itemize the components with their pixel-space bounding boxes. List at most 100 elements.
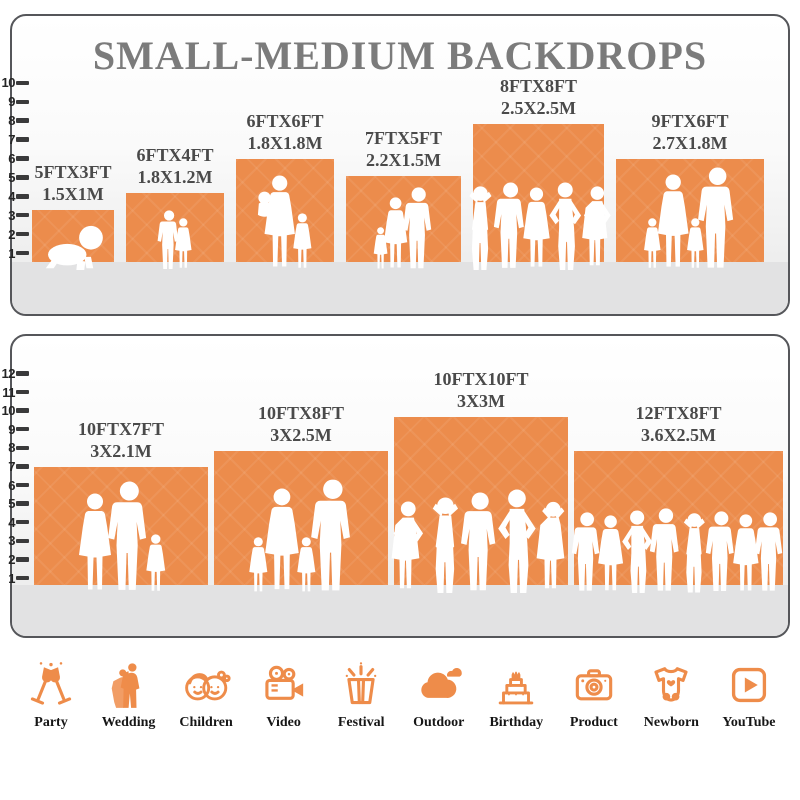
ruler-tick-1: 1 <box>0 246 29 261</box>
category-label: Wedding <box>101 715 156 730</box>
ruler-tick-mark <box>16 156 29 161</box>
category-label: Children <box>179 715 233 730</box>
bar-size-ft-label: 8FTX8FT <box>499 76 578 97</box>
birthday-icon <box>491 660 541 710</box>
bar-size-m-label: 3X2.5M <box>270 425 332 446</box>
ruler-tick-10: 10 <box>0 403 29 419</box>
ruler-tick-mark <box>16 231 29 237</box>
ruler-tick-mark <box>16 118 29 123</box>
wedding-icon <box>104 660 154 710</box>
ruler-tick-4: 4 <box>0 514 29 530</box>
outdoor-icon <box>414 660 464 710</box>
ruler-tick-mark <box>16 175 29 180</box>
ruler-tick-mark <box>16 519 29 525</box>
party-icon <box>26 660 76 710</box>
ruler-tick-mark <box>16 408 29 413</box>
bar-size-label: 10FTX10FT 3X3M <box>433 369 528 413</box>
ruler-tick-5: 5 <box>0 169 29 185</box>
ruler-tick-mark <box>16 501 29 506</box>
category-item-video: Video <box>247 660 321 731</box>
category-item-birthday: Birthday <box>479 660 553 731</box>
ruler-number: 8 <box>8 113 15 129</box>
backdrop-bar-10ftx8ft: 10FTX8FT 3X2.5M <box>214 403 388 585</box>
category-label: Outdoor <box>413 715 465 730</box>
category-row: Party Wedding Children Video Festival Outdoor… <box>14 660 786 731</box>
bar-size-label: 10FTX8FT 3X2.5M <box>258 403 344 447</box>
ruler-tick-6: 6 <box>0 478 29 493</box>
category-item-outdoor: Outdoor <box>402 660 476 731</box>
bar-size-m-label: 3X2.1M <box>90 441 152 462</box>
bar-size-m-label: 2.2X1.5M <box>365 150 441 171</box>
girl-silhouette <box>291 213 314 270</box>
small-medium-panel: SMALL-MEDIUM BACKDROPS 5FTX3FT 1.5X1M 6FTX… <box>10 14 790 316</box>
ruler-number: 9 <box>8 94 15 110</box>
ruler-number: 7 <box>8 132 15 148</box>
ruler-tick-mark <box>16 464 29 469</box>
category-label: Party <box>34 715 68 730</box>
man-silhouette <box>402 187 435 270</box>
category-item-party: Party <box>14 660 88 731</box>
ruler-tick-2: 2 <box>0 551 29 567</box>
ruler-tick-3: 3 <box>0 533 29 549</box>
ruler-number: 1 <box>8 570 15 586</box>
bar-size-label: 6FTX6FT 1.8X1.8M <box>246 111 323 155</box>
ruler-tick-mark <box>16 99 29 105</box>
backdrop-bar-8ftx8ft: 8FTX8FT 2.5X2.5M <box>473 76 604 262</box>
ruler-tick-12: 12 <box>0 365 29 381</box>
backdrop-bar-10ftx7ft: 10FTX7FT 3X2.1M <box>34 419 208 585</box>
bar-size-label: 8FTX8FT 2.5X2.5M <box>500 76 577 120</box>
girl-silhouette <box>144 534 168 593</box>
ruler-tick-mark <box>16 557 29 562</box>
bar-size-ft-label: 9FTX6FT <box>651 111 729 132</box>
category-label: Festival <box>337 715 385 730</box>
ruler-number: 10 <box>1 403 16 419</box>
bar-size-ft-label: 5FTX3FT <box>34 162 112 183</box>
backdrop-bar-7ftx5ft: 7FTX5FT 2.2X1.5M <box>346 128 461 262</box>
ruler-number: 4 <box>8 514 15 530</box>
bar-size-m-label: 2.5X2.5M <box>500 98 576 119</box>
bar-size-ft-label: 10FTX10FT <box>433 369 529 390</box>
ruler-number: 10 <box>1 75 16 91</box>
ruler-tick-2: 2 <box>0 227 29 242</box>
bar-size-ft-label: 6FTX6FT <box>246 111 324 132</box>
floor-strip <box>12 262 788 314</box>
ruler-number: 11 <box>2 384 15 400</box>
bar-size-ft-label: 12FTX8FT <box>635 403 722 424</box>
category-item-youtube: YouTube <box>712 660 786 731</box>
ruler-number: 6 <box>8 151 15 166</box>
backdrop-bar-10ftx10ft: 10FTX10FT 3X3M <box>394 369 568 585</box>
ruler-tick-mark <box>16 538 29 544</box>
ruler-tick-6: 6 <box>0 151 29 166</box>
children-icon <box>181 660 231 710</box>
bar-size-ft-label: 6FTX4FT <box>136 145 214 166</box>
medium-large-panel: 10FTX7FT 3X2.1M 10FTX8FT 3X2.5M 10FTX10FT 3X3… <box>10 334 790 638</box>
category-item-newborn: Newborn <box>634 660 708 731</box>
backdrop-bar-5ftx3ft: 5FTX3FT 1.5X1M <box>32 162 114 262</box>
ruler-tick-9: 9 <box>0 422 29 437</box>
bar-size-ft-label: 7FTX5FT <box>364 128 443 149</box>
ruler-tick-8: 8 <box>0 113 29 129</box>
category-item-product: Product <box>557 660 631 731</box>
ruler-tick-7: 7 <box>0 132 29 148</box>
man-silhouette <box>310 479 356 593</box>
ruler-tick-4: 4 <box>0 189 29 204</box>
ruler-tick-mark <box>16 80 29 86</box>
bar-size-label: 7FTX5FT 2.2X1.5M <box>365 128 442 172</box>
product-icon <box>569 660 619 710</box>
youtube-icon <box>724 660 774 710</box>
category-item-festival: Festival <box>324 660 398 731</box>
ruler-number: 12 <box>1 365 16 381</box>
bar-size-m-label: 1.8X1.8M <box>247 133 323 154</box>
category-label: Newborn <box>643 715 699 730</box>
ruler-number: 2 <box>8 551 15 567</box>
man-silhouette <box>754 512 786 593</box>
festival-icon <box>336 660 386 710</box>
category-label: Birthday <box>489 715 544 730</box>
backdrop-bars-row-top: 5FTX3FT 1.5X1M 6FTX4FT 1.8X1.2M 6FTX6FT 1.8X1… <box>32 76 764 262</box>
category-item-wedding: Wedding <box>92 660 166 731</box>
bar-size-m-label: 3.6X2.5M <box>640 425 716 446</box>
ruler-number: 5 <box>8 169 15 185</box>
ruler-number: 3 <box>8 207 15 223</box>
ruler-number: 3 <box>8 533 15 549</box>
